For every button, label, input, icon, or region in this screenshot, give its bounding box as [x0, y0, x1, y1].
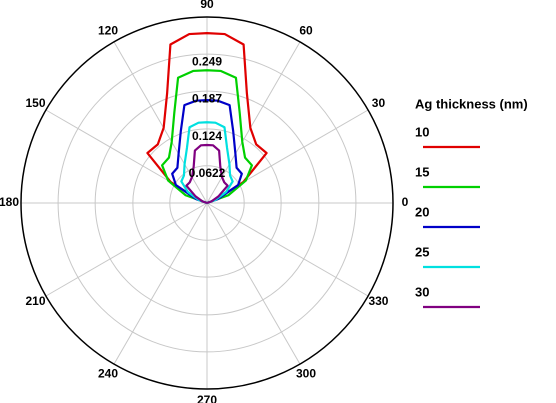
angle-label: 60 [299, 24, 313, 38]
series-line [171, 99, 243, 205]
r-tick-label: 0.187 [192, 91, 222, 105]
angle-label: 270 [197, 393, 217, 403]
r-tick-label: 0.249 [192, 54, 222, 68]
legend-label: 15 [415, 164, 429, 179]
grid-spoke [206, 202, 301, 365]
angle-label: 240 [98, 367, 118, 381]
series-line [146, 32, 268, 205]
legend-title: Ag thickness (nm) [415, 96, 528, 111]
r-tick-label: 0.124 [192, 129, 222, 143]
outer-circle [20, 16, 394, 390]
r-tick-label: 0.0622 [189, 166, 226, 180]
angle-label: 90 [200, 0, 214, 11]
legend-label: 20 [415, 204, 429, 219]
series-line [180, 121, 234, 205]
angle-label: 0 [402, 195, 409, 209]
angle-label: 30 [372, 96, 386, 110]
series-line [161, 69, 253, 205]
angle-label: 300 [296, 367, 316, 381]
legend-label: 10 [415, 124, 429, 139]
angle-label: 150 [26, 96, 46, 110]
legend-label: 25 [415, 244, 429, 259]
angle-label: 120 [98, 24, 118, 38]
grid-spoke [206, 202, 369, 297]
angle-label: 210 [26, 294, 46, 308]
angle-label: 330 [368, 294, 388, 308]
series-line [185, 143, 229, 205]
grid-spoke [113, 202, 208, 365]
legend-label: 30 [415, 284, 429, 299]
grid-spoke [45, 202, 208, 297]
angle-label: 180 [0, 195, 19, 209]
